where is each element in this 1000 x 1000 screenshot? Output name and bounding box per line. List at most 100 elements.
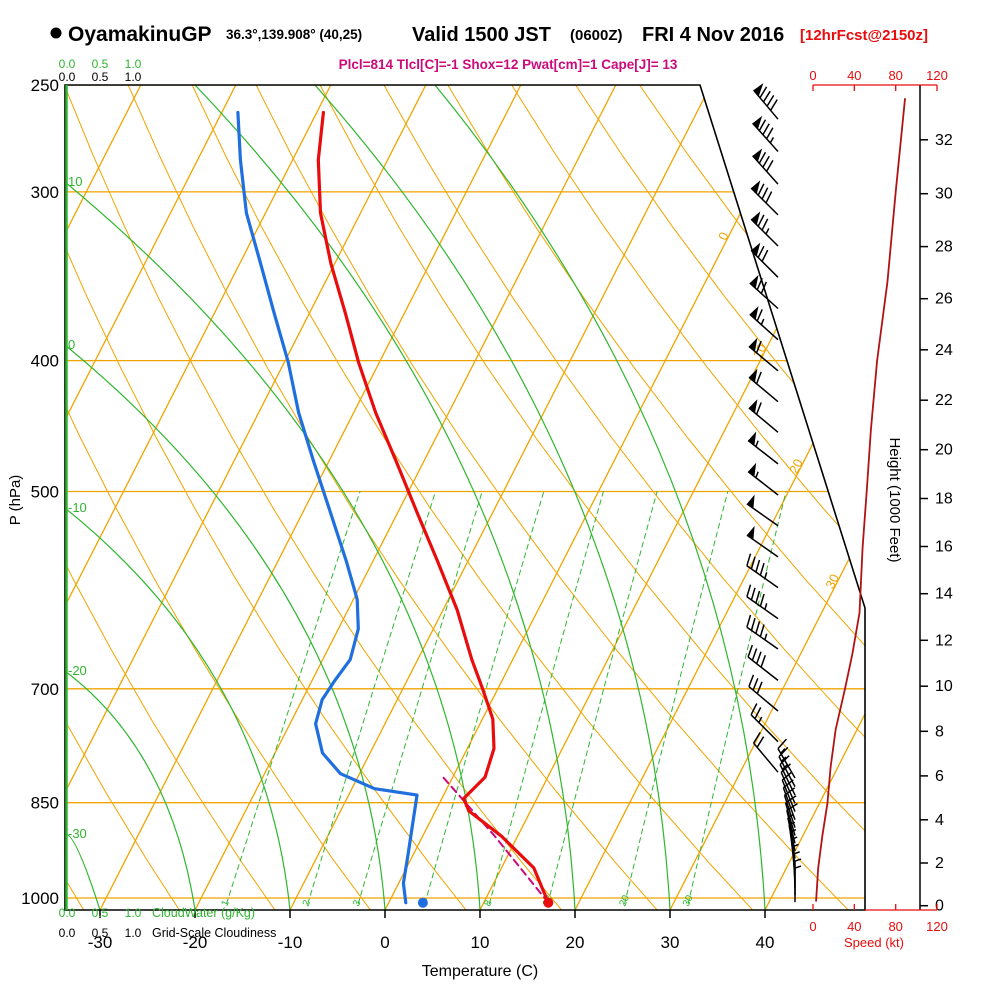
mixing-ratio-label: 1 bbox=[219, 898, 232, 908]
header: OyamakinuGP 36.3°,139.908° (40,25) Valid… bbox=[50, 23, 928, 72]
valid-date: FRI 4 Nov 2016 bbox=[642, 24, 784, 46]
height-tick-label: 16 bbox=[935, 539, 953, 556]
moist-adiabat-label: -30 bbox=[68, 826, 87, 841]
height-tick-label: 32 bbox=[935, 132, 953, 149]
isotherm-label: 30 bbox=[822, 572, 842, 592]
temperature-axis-title: Temperature (C) bbox=[422, 963, 538, 980]
wind-barb bbox=[747, 462, 779, 496]
height-tick-label: 28 bbox=[935, 239, 953, 256]
cloudiness-label: Grid-Scale Cloudiness bbox=[152, 926, 276, 940]
pressure-tick-label: 1000 bbox=[21, 889, 59, 908]
temperature-tick-label: -10 bbox=[278, 933, 303, 952]
height-tick-label: 20 bbox=[935, 442, 953, 459]
cloudwater-scale-top-1: 0.5 bbox=[92, 57, 109, 71]
speed-tick-label-bottom: 80 bbox=[888, 919, 902, 934]
valid-time: Valid 1500 JST bbox=[412, 24, 551, 46]
cloudwater-scale-top-0: 0.0 bbox=[59, 57, 76, 71]
cloudwater-scale-bottom-0: 0.0 bbox=[59, 906, 76, 920]
height-axis-title: Height (1000 Feet) bbox=[886, 437, 903, 562]
temperature-tick-label: 40 bbox=[756, 933, 775, 952]
wind-barb bbox=[750, 703, 779, 743]
height-tick-label: 6 bbox=[935, 768, 944, 785]
pressure-tick-label: 500 bbox=[31, 483, 59, 502]
pressure-tick-label: 700 bbox=[31, 680, 59, 699]
wind-barb bbox=[752, 115, 779, 153]
speed-tick-label-top: 40 bbox=[847, 68, 861, 83]
surface-temperature-dot bbox=[543, 897, 554, 908]
wind-barb bbox=[777, 738, 796, 779]
cloudwater-scale-bottom-2: 1.0 bbox=[125, 906, 142, 920]
stability-indices: Plcl=814 Tlcl[C]=-1 Shox=12 Pwat[cm]=1 C… bbox=[339, 57, 678, 72]
temperature-tick-label: 30 bbox=[661, 933, 680, 952]
mixing-ratio-label: 8 bbox=[482, 898, 495, 908]
pressure-axis-title: P (hPa) bbox=[7, 475, 24, 526]
speed-tick-label-bottom: 0 bbox=[809, 919, 816, 934]
mixing-ratio-label: 2 bbox=[301, 898, 314, 908]
cloudwater-scale-bottom-1: 0.5 bbox=[92, 906, 109, 920]
wind-barb bbox=[747, 431, 779, 465]
pressure-tick-label: 400 bbox=[31, 352, 59, 371]
wind-barb bbox=[794, 858, 802, 896]
isotherm-label: 0 bbox=[715, 229, 732, 242]
wind-barb bbox=[749, 274, 779, 310]
temperature-tick-label: 10 bbox=[471, 933, 490, 952]
wind-barb bbox=[748, 368, 779, 403]
speed-axis-title: Speed (kt) bbox=[844, 935, 904, 950]
mixing-ratio-label: 30 bbox=[681, 893, 696, 908]
pressure-tick-label: 850 bbox=[31, 794, 59, 813]
height-tick-label: 2 bbox=[935, 855, 944, 872]
wind-barb bbox=[752, 732, 779, 773]
axis-titles: P (hPa) Temperature (C) Height (1000 Fee… bbox=[7, 57, 904, 980]
temperature-tick-label: 20 bbox=[566, 933, 585, 952]
wind-barb bbox=[748, 674, 779, 712]
cloudwater-scale-top-2: 1.0 bbox=[125, 57, 142, 71]
cloudiness-scale-bottom-1: 0.5 bbox=[92, 926, 109, 940]
cloudiness-scale-top-1: 0.5 bbox=[92, 70, 109, 84]
moist-adiabat-label: 10 bbox=[68, 174, 82, 189]
station-bullet-icon bbox=[50, 27, 62, 39]
wind-barb bbox=[752, 148, 779, 185]
wind-barb bbox=[749, 306, 779, 341]
speed-tick-label-bottom: 120 bbox=[926, 919, 948, 934]
pressure-tick-label: 300 bbox=[31, 183, 59, 202]
moist-adiabat-label: 0 bbox=[68, 337, 75, 352]
height-tick-label: 10 bbox=[935, 678, 953, 695]
speed-tick-label-top: 0 bbox=[809, 68, 816, 83]
cloudiness-scale-top-0: 0.0 bbox=[59, 70, 76, 84]
height-tick-label: 0 bbox=[935, 898, 944, 915]
cloudiness-scale-top-2: 1.0 bbox=[125, 70, 142, 84]
height-tick-label: 8 bbox=[935, 723, 944, 740]
height-tick-label: 24 bbox=[935, 342, 953, 359]
temperature-tick-label: 0 bbox=[380, 933, 389, 952]
station-name: OyamakinuGP bbox=[68, 23, 212, 46]
wind-barb bbox=[747, 644, 779, 681]
sounding-curves bbox=[236, 110, 554, 908]
wind-barb bbox=[750, 180, 779, 216]
wind-barb bbox=[748, 337, 779, 372]
grid-layer bbox=[65, 85, 865, 910]
height-tick-label: 12 bbox=[935, 632, 953, 649]
wind-barb bbox=[746, 553, 779, 589]
wind-barb bbox=[746, 494, 779, 527]
pressure-tick-label: 250 bbox=[31, 76, 59, 95]
wind-barb bbox=[746, 614, 779, 650]
wind-barb bbox=[750, 242, 779, 278]
height-tick-label: 26 bbox=[935, 291, 953, 308]
height-tick-label: 18 bbox=[935, 491, 953, 508]
moist-adiabat-label: -10 bbox=[68, 500, 87, 515]
isotherm-label: 20 bbox=[786, 456, 806, 476]
wind-barb bbox=[794, 865, 802, 903]
height-tick-label: 14 bbox=[935, 586, 953, 603]
wind-barb bbox=[753, 83, 779, 120]
wind-barbs bbox=[746, 83, 802, 903]
surface-dewpoint-dot bbox=[417, 897, 428, 908]
station-coords: 36.3°,139.908° (40,25) bbox=[226, 27, 362, 42]
moist-adiabat-label: -20 bbox=[68, 663, 87, 678]
mixing-ratio-label: 3 bbox=[351, 898, 364, 908]
wind-barb bbox=[750, 211, 779, 247]
wind-barb bbox=[746, 525, 779, 558]
cloudwater-label: CloudWater (g/Kg) bbox=[152, 906, 255, 920]
